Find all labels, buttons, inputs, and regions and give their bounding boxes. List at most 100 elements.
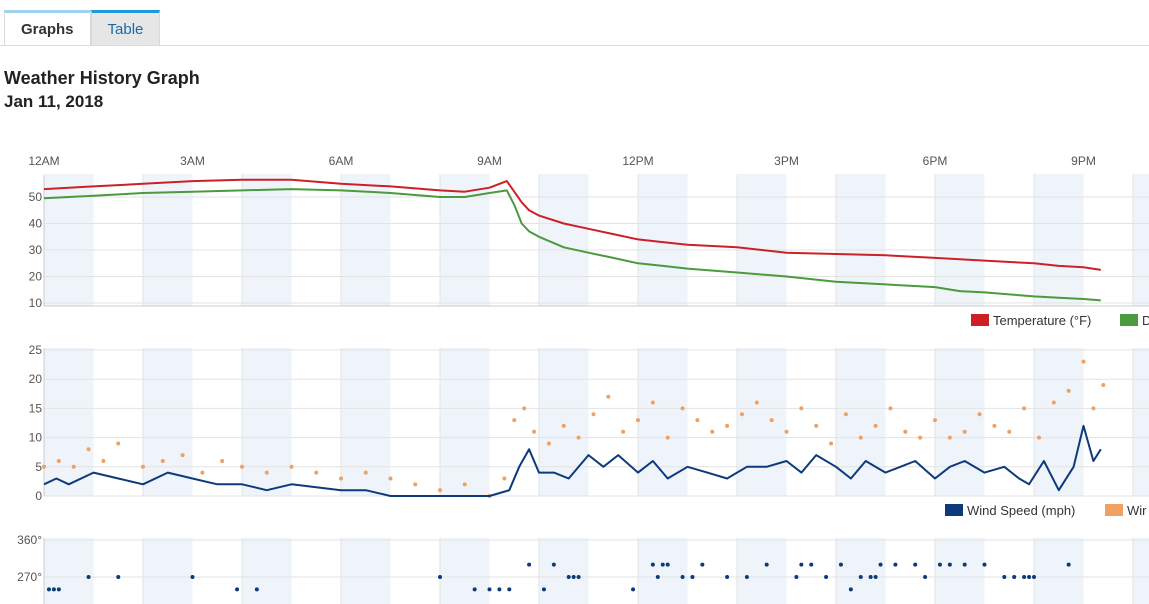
background-band	[1034, 348, 1084, 496]
wind-gust-point	[561, 423, 566, 428]
wind-gust-point	[814, 423, 819, 428]
wind-direction-point	[487, 587, 492, 592]
wind-direction-point	[764, 562, 769, 567]
time-axis-label: 3PM	[774, 154, 799, 168]
background-band	[242, 538, 292, 604]
wind-direction-point	[551, 562, 556, 567]
wind-direction-point	[1002, 575, 1007, 579]
wind-direction-point	[690, 575, 695, 579]
background-band	[1133, 348, 1149, 496]
background-band	[539, 348, 589, 496]
y-axis-tick-label: 10	[29, 296, 43, 310]
legend-label-dew-point: D	[1142, 313, 1149, 328]
wind-direction-point	[962, 562, 967, 567]
wind-speed-line	[43, 424, 1102, 497]
wind-gust-point	[363, 470, 368, 475]
wind-gust-point	[522, 406, 527, 411]
wind-gust-point	[947, 435, 952, 440]
background-band	[440, 348, 490, 496]
time-axis-label: 9AM	[477, 154, 502, 168]
wind-direction-point	[1032, 575, 1036, 579]
wind-gust-point	[42, 464, 46, 469]
wind-gust-point	[739, 412, 744, 417]
wind-direction-point	[86, 575, 91, 579]
wind-direction-point	[655, 575, 660, 579]
wind-gust-point	[829, 441, 834, 446]
wind-gust-point	[1091, 406, 1096, 411]
wind-gust-point	[180, 453, 185, 458]
wind-gust-point	[710, 429, 715, 434]
background-band	[143, 538, 193, 604]
wind-direction-point	[527, 562, 532, 567]
y-axis-tick-label: 15	[29, 401, 43, 415]
wind-direction-point	[838, 562, 843, 567]
wind-gust-point	[754, 400, 759, 405]
legend-swatch-wind-speed	[945, 504, 963, 516]
wind-direction-point	[190, 575, 195, 579]
background-band	[143, 174, 193, 306]
wind-direction-point	[576, 575, 581, 579]
wind-direction-point	[937, 562, 942, 567]
wind-gust-point	[933, 418, 937, 423]
wind-direction-point	[541, 587, 546, 592]
y-axis-tick-label: 0	[35, 489, 42, 503]
wind-direction-point	[824, 575, 829, 579]
y-axis-tick-label: 40	[29, 217, 43, 231]
wind-direction-point	[913, 562, 918, 567]
wind-gust-point	[1101, 383, 1106, 388]
wind-gust-point	[650, 400, 655, 405]
wind-direction-point	[46, 587, 51, 592]
tab-table[interactable]: Table	[90, 10, 161, 45]
background-band	[836, 538, 886, 604]
temperature-line	[43, 178, 1101, 271]
wind-gust-point	[339, 476, 343, 481]
time-axis-label: 12PM	[622, 154, 653, 168]
wind-direction-point	[744, 575, 749, 579]
wind-direction-point	[893, 562, 898, 567]
wind-gust-point	[71, 464, 76, 469]
wind-gust-point	[200, 470, 205, 475]
background-band	[737, 348, 787, 496]
wind-direction-point	[235, 587, 240, 592]
background-band	[242, 174, 292, 306]
wind-gust-point	[438, 488, 442, 493]
wind-gust-point	[413, 482, 418, 487]
wind-direction-point	[472, 587, 477, 592]
y-axis-tick-label: 20	[29, 270, 43, 284]
legend-label-temperature: Temperature (°F)	[993, 313, 1091, 328]
wind-gust-point	[220, 458, 225, 463]
wind-gust-point	[1051, 400, 1056, 405]
wind-gust-point	[141, 464, 145, 469]
wind-direction-point	[1066, 562, 1071, 567]
wind-gust-point	[388, 476, 393, 481]
wind-direction-point	[51, 587, 56, 592]
wind-gust-point	[621, 429, 626, 434]
background-band	[44, 538, 94, 604]
background-band	[341, 538, 391, 604]
background-band	[737, 538, 787, 604]
wind-gust-point	[116, 441, 121, 446]
wind-direction-point	[254, 587, 259, 592]
time-axis-label: 12AM	[28, 154, 59, 168]
wind-direction-point	[631, 587, 636, 592]
time-axis-label: 6AM	[329, 154, 354, 168]
wind-gust-point	[1081, 359, 1086, 364]
background-band	[638, 538, 688, 604]
view-tabs: Graphs Table	[4, 10, 161, 45]
page-title: Weather History Graph	[4, 68, 200, 88]
wind-direction-point	[873, 575, 878, 579]
wind-direction-point	[660, 562, 665, 567]
wind-gust-point	[992, 423, 997, 428]
dew-point-line	[43, 188, 1101, 302]
wind-gust-point	[532, 429, 537, 434]
wind-gust-point	[665, 435, 670, 440]
tab-graphs[interactable]: Graphs	[4, 10, 91, 45]
wind-gust-point	[101, 458, 106, 463]
wind-direction-point	[878, 562, 883, 567]
wind-direction-point	[700, 562, 705, 567]
wind-direction-point	[566, 575, 571, 579]
wind-gust-point	[1066, 388, 1071, 393]
wind-gust-point	[858, 435, 863, 440]
wind-direction-point	[665, 562, 670, 567]
